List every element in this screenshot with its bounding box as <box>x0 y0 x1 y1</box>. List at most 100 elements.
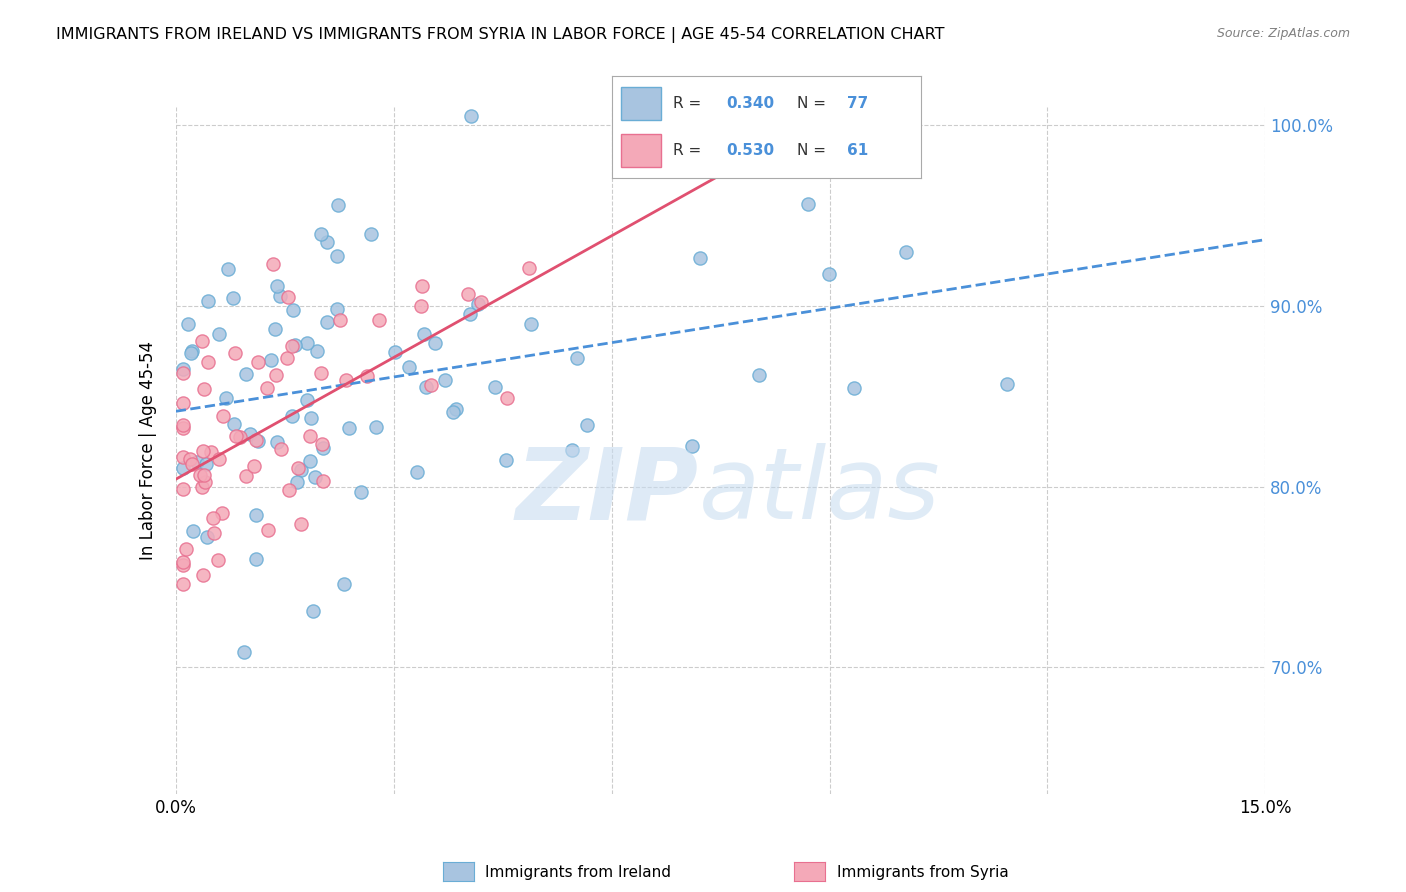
Point <box>222 291 245 305</box>
Point <box>202 526 225 541</box>
Point <box>264 322 287 336</box>
Point <box>290 463 312 477</box>
Point <box>257 523 280 537</box>
Text: N =: N = <box>797 96 831 111</box>
Point <box>519 317 541 331</box>
Point <box>191 334 214 348</box>
Point <box>298 454 321 468</box>
Point <box>364 420 387 434</box>
Point <box>276 291 298 305</box>
Point <box>172 396 194 410</box>
Point <box>484 380 506 394</box>
Point <box>186 454 208 468</box>
Text: N =: N = <box>797 144 831 158</box>
Point <box>193 382 215 396</box>
Point <box>688 131 710 145</box>
Point <box>425 335 447 350</box>
Point <box>225 428 247 442</box>
Point <box>172 418 194 433</box>
Point <box>316 315 339 329</box>
Point <box>304 470 326 484</box>
Point <box>326 197 349 211</box>
Point <box>215 391 238 405</box>
Point <box>797 197 820 211</box>
Point <box>299 429 322 443</box>
Text: 77: 77 <box>846 96 868 111</box>
Point <box>193 444 215 458</box>
Point <box>517 261 540 276</box>
Text: IMMIGRANTS FROM IRELAND VS IMMIGRANTS FROM SYRIA IN LABOR FORCE | AGE 45-54 CORR: IMMIGRANTS FROM IRELAND VS IMMIGRANTS FR… <box>56 27 945 43</box>
Point <box>470 295 492 310</box>
Point <box>281 409 304 423</box>
Text: 61: 61 <box>846 144 868 158</box>
Point <box>224 346 246 360</box>
Point <box>172 366 194 380</box>
Point <box>256 381 278 395</box>
Point <box>681 439 703 453</box>
Point <box>245 508 267 522</box>
Point <box>181 343 204 358</box>
Point <box>350 485 373 500</box>
Point <box>412 327 434 342</box>
Point <box>270 442 292 457</box>
Point <box>172 555 194 569</box>
Text: Immigrants from Ireland: Immigrants from Ireland <box>485 865 671 880</box>
Point <box>246 434 269 448</box>
Point <box>193 467 215 482</box>
Point <box>197 293 219 308</box>
Point <box>188 468 211 483</box>
Text: Source: ZipAtlas.com: Source: ZipAtlas.com <box>1216 27 1350 40</box>
Point <box>259 352 281 367</box>
Point <box>457 287 479 301</box>
Text: atlas: atlas <box>699 443 941 541</box>
Point <box>290 517 312 532</box>
Point <box>207 553 229 567</box>
Point <box>748 368 770 383</box>
Point <box>329 313 352 327</box>
Point <box>266 435 288 450</box>
Point <box>176 317 198 331</box>
Text: R =: R = <box>673 96 707 111</box>
FancyBboxPatch shape <box>621 87 661 120</box>
Point <box>208 451 231 466</box>
Point <box>495 391 517 405</box>
Point <box>266 368 288 382</box>
Point <box>460 109 482 123</box>
Point <box>235 469 257 483</box>
Point <box>434 373 457 387</box>
Point <box>441 404 464 418</box>
Point <box>172 576 194 591</box>
Point <box>842 381 865 395</box>
Point <box>180 457 202 471</box>
Point <box>172 450 194 464</box>
Point <box>309 227 332 241</box>
Point <box>561 443 583 458</box>
Point <box>281 338 304 352</box>
Point <box>181 524 204 538</box>
Point <box>194 475 217 489</box>
Point <box>311 436 333 450</box>
Point <box>266 279 288 293</box>
Point <box>229 430 252 444</box>
Point <box>242 458 264 473</box>
Point <box>326 249 349 263</box>
Point <box>312 474 335 488</box>
Point <box>197 355 219 369</box>
Point <box>312 442 335 456</box>
Point <box>172 421 194 435</box>
Point <box>420 378 443 392</box>
Point <box>444 402 467 417</box>
Point <box>224 417 246 431</box>
Point <box>191 480 214 494</box>
Point <box>208 326 231 341</box>
Point <box>295 392 318 407</box>
Point <box>409 299 432 313</box>
Point <box>565 351 588 365</box>
Point <box>384 345 406 359</box>
Point <box>315 235 337 249</box>
Point <box>217 261 239 276</box>
Point <box>302 604 325 618</box>
Text: Immigrants from Syria: Immigrants from Syria <box>837 865 1008 880</box>
Point <box>172 461 194 475</box>
Point <box>356 369 378 384</box>
